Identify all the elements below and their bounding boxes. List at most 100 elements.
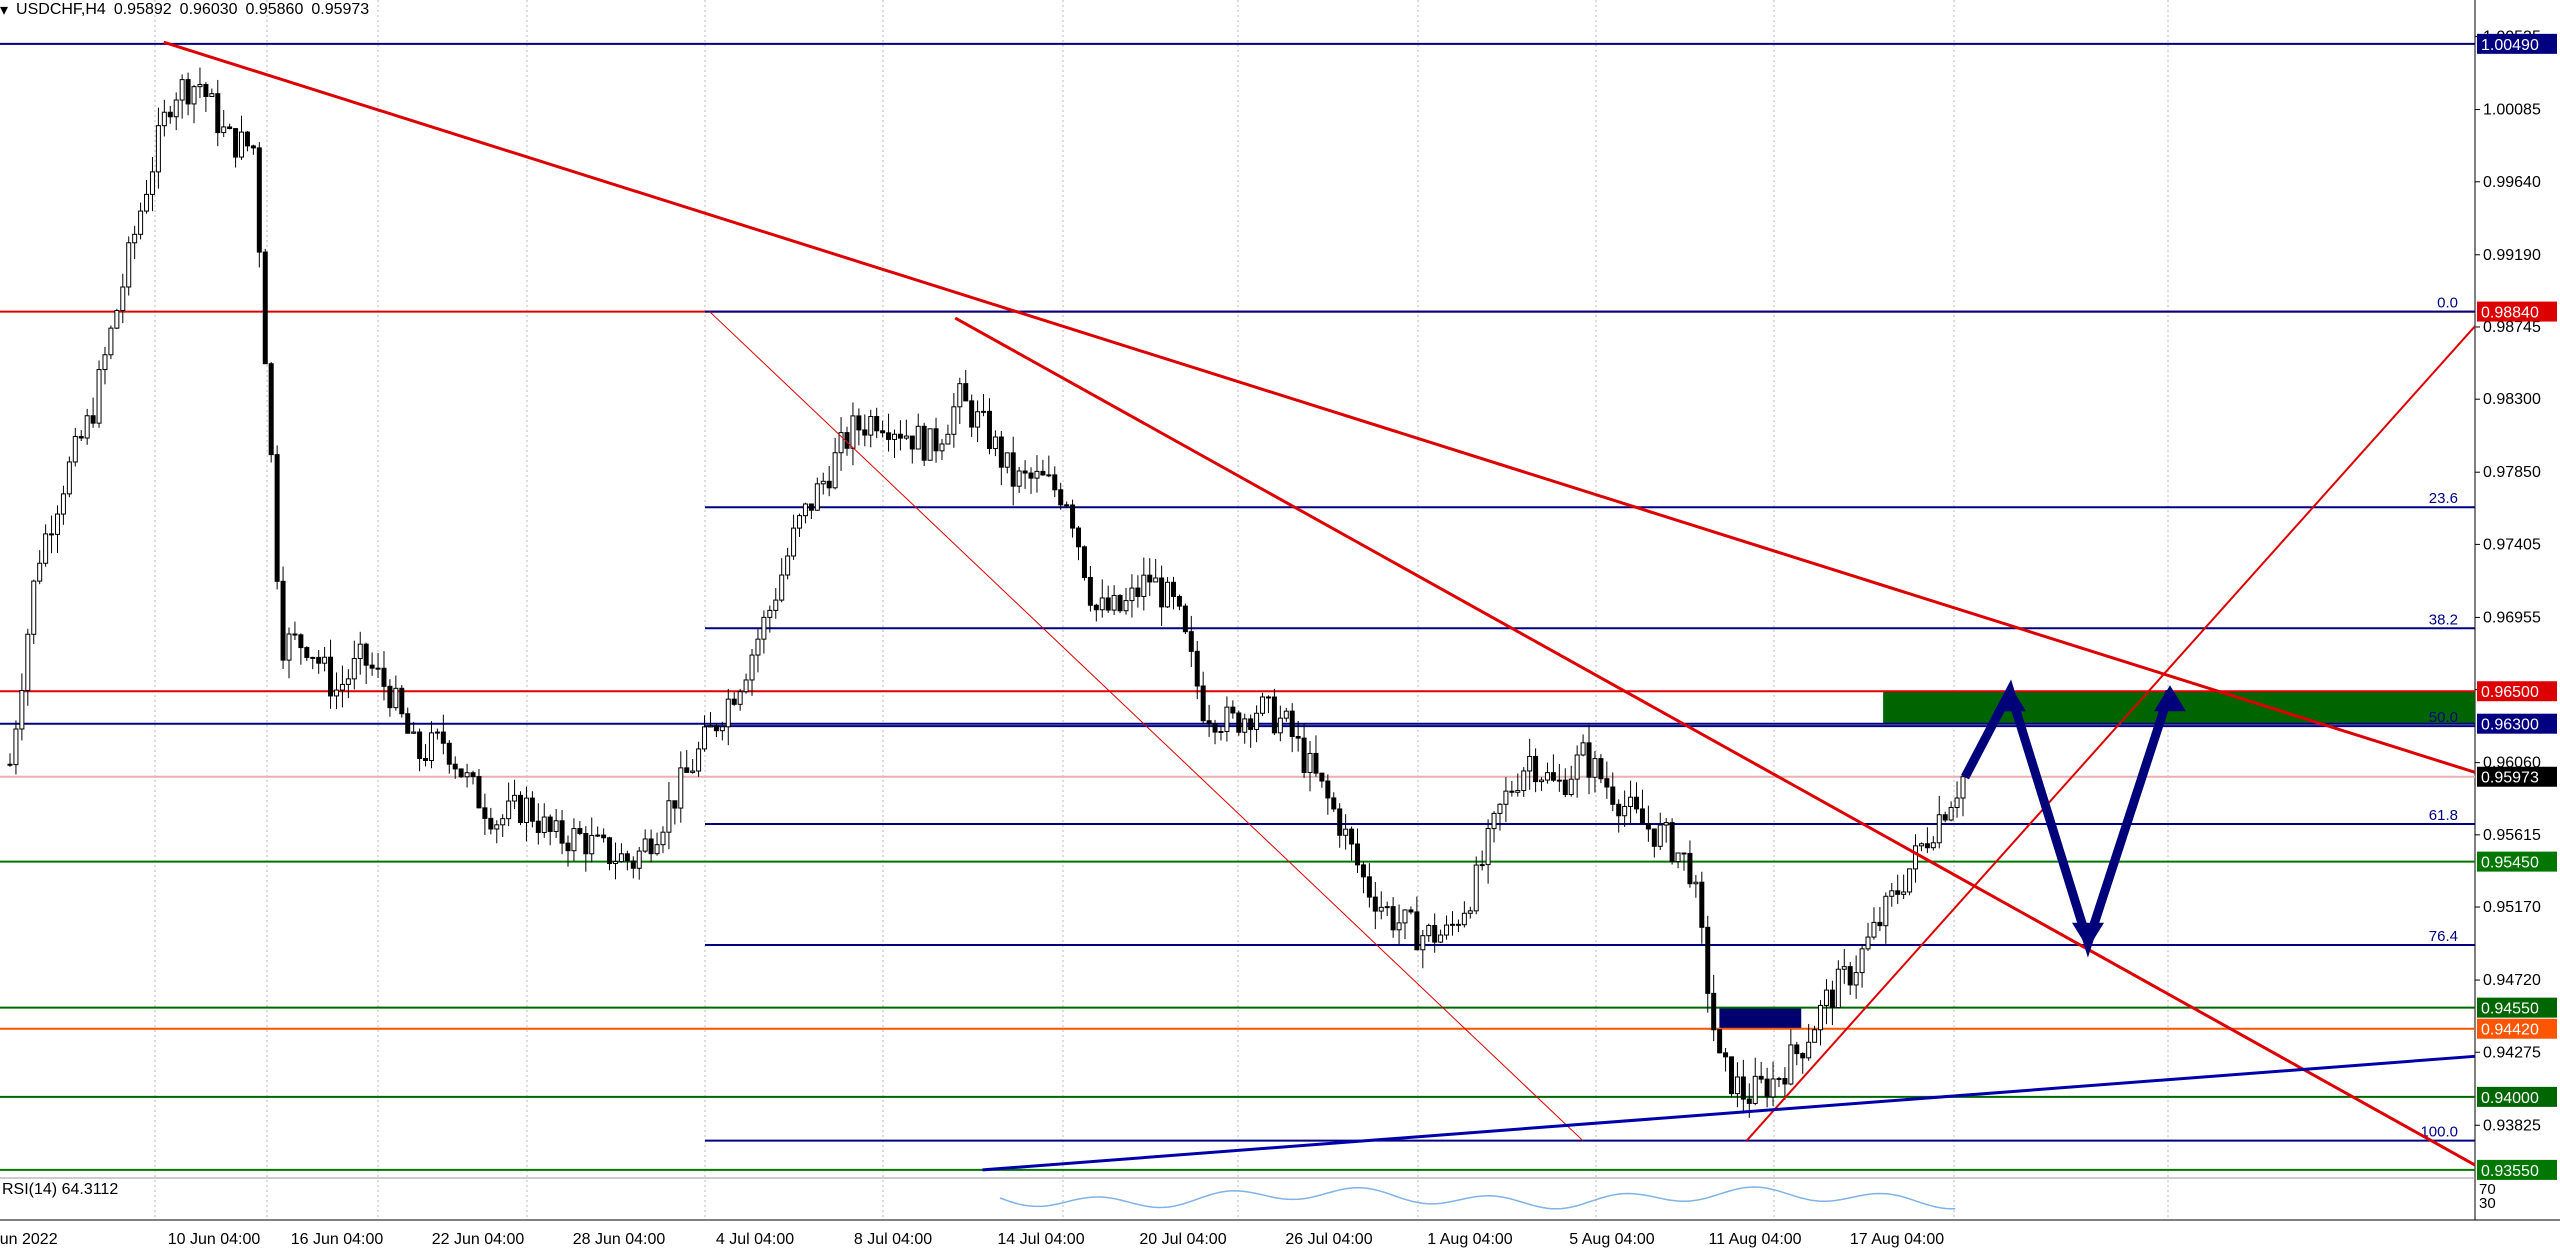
candle-body — [618, 853, 624, 863]
trend-line[interactable] — [163, 40, 2476, 774]
time-tick-label: 16 Jun 04:00 — [291, 1231, 384, 1248]
time-tick-label: 5 Aug 04:00 — [1569, 1231, 1655, 1248]
candle-body — [1835, 968, 1841, 1009]
candle-body — [1099, 597, 1105, 611]
trend-line[interactable] — [954, 316, 2476, 1167]
candle-body — [1432, 924, 1438, 943]
candle-body — [743, 679, 749, 693]
price-tick-label: 0.96955 — [2483, 609, 2541, 626]
price-level-badge — [2477, 851, 2557, 872]
candle-body — [1503, 790, 1509, 805]
candle-body — [731, 698, 737, 705]
candle-body — [1788, 1044, 1794, 1085]
candle-body — [1271, 696, 1277, 734]
candle-body — [862, 429, 868, 436]
candle-body — [1598, 758, 1604, 780]
candle-body — [286, 633, 292, 661]
fib-level-label: 100.0 — [2420, 1124, 2458, 1141]
candle-body — [310, 656, 316, 659]
menu-arrow-icon[interactable]: ▾ — [0, 2, 9, 19]
candle-body — [1058, 489, 1064, 506]
trend-line[interactable] — [982, 1054, 2476, 1172]
price-level-badge — [2477, 1159, 2557, 1180]
candle-body — [1390, 906, 1396, 931]
candle-body — [274, 454, 280, 582]
ohlc-high: 0.96030 — [179, 1, 238, 18]
candle-body — [1758, 1075, 1764, 1080]
candle-body — [1254, 712, 1260, 730]
candle-body — [921, 425, 927, 461]
candle-body — [1479, 864, 1485, 867]
candle-body — [1147, 574, 1153, 583]
price-level-badge — [2477, 997, 2557, 1018]
candle-body — [666, 800, 672, 833]
candle-body — [1396, 922, 1402, 931]
price-tick-label: 0.98745 — [2483, 319, 2541, 336]
candle-body — [191, 86, 197, 105]
candle-body — [1242, 718, 1248, 733]
candle-body — [702, 726, 708, 750]
candle-body — [1521, 770, 1527, 791]
candle-body — [1426, 924, 1432, 937]
ohlc-close: 0.95973 — [311, 1, 370, 18]
candle-body — [1455, 923, 1461, 926]
candle-body — [144, 193, 150, 212]
candle-body — [1592, 758, 1598, 778]
candle-body — [393, 687, 399, 709]
fib-level-label: 50.0 — [2429, 709, 2458, 726]
trend-line[interactable] — [709, 311, 1584, 1142]
symbol-label: USDCHF,H4 — [16, 1, 106, 18]
trend-line[interactable] — [1745, 325, 2476, 1142]
candle-body — [1378, 906, 1384, 912]
price-level-badge — [2477, 1086, 2557, 1107]
candle-body — [868, 416, 874, 436]
candle-body — [1194, 650, 1200, 687]
candle-body — [250, 145, 256, 149]
candle-body — [648, 838, 654, 855]
candle-body — [1509, 790, 1515, 793]
candle-body — [1295, 736, 1301, 739]
price-level-badge-text: 0.98840 — [2481, 305, 2539, 322]
candle-body — [221, 126, 227, 134]
candle-body — [1420, 935, 1426, 951]
candle-body — [612, 861, 618, 864]
price-tick-label: 0.95170 — [2483, 899, 2541, 916]
candle-body — [381, 667, 387, 687]
candle-body — [654, 844, 660, 855]
candle-body — [132, 233, 138, 244]
price-level-badge-text: 0.94550 — [2481, 1001, 2539, 1018]
candle-body — [1331, 797, 1337, 810]
candle-body — [1491, 812, 1497, 830]
candle-body — [719, 726, 725, 732]
candle-body — [1064, 504, 1070, 507]
candle-body — [672, 800, 678, 809]
candle-body — [1550, 772, 1556, 781]
candle-body — [1111, 594, 1117, 611]
candle-body — [1349, 828, 1355, 845]
candle-body — [43, 533, 49, 564]
candle-body — [1705, 926, 1711, 994]
candle-body — [957, 383, 963, 408]
candle-body — [339, 683, 345, 691]
candle-body — [541, 816, 547, 833]
candle-body — [37, 562, 43, 582]
candle-body — [1236, 712, 1242, 733]
projection-arrowhead — [1994, 685, 2026, 712]
candle-body — [1467, 910, 1473, 914]
candle-body — [1948, 806, 1954, 821]
candle-body — [791, 527, 797, 557]
candle-body — [523, 797, 529, 824]
time-tick-label: 28 Jun 04:00 — [573, 1231, 666, 1248]
candle-body — [583, 832, 589, 855]
candle-body — [642, 838, 648, 852]
projection-path[interactable] — [1961, 679, 2175, 958]
candle-body — [963, 383, 969, 402]
candle-body — [1010, 452, 1016, 487]
candle-body — [1610, 786, 1616, 805]
candle-body — [102, 354, 108, 371]
chart-header: ▾ USDCHF,H4 0.95892 0.96030 0.95860 0.95… — [0, 0, 377, 20]
candle-body — [1135, 587, 1141, 597]
candle-body — [476, 776, 482, 809]
candle-body — [452, 763, 458, 770]
